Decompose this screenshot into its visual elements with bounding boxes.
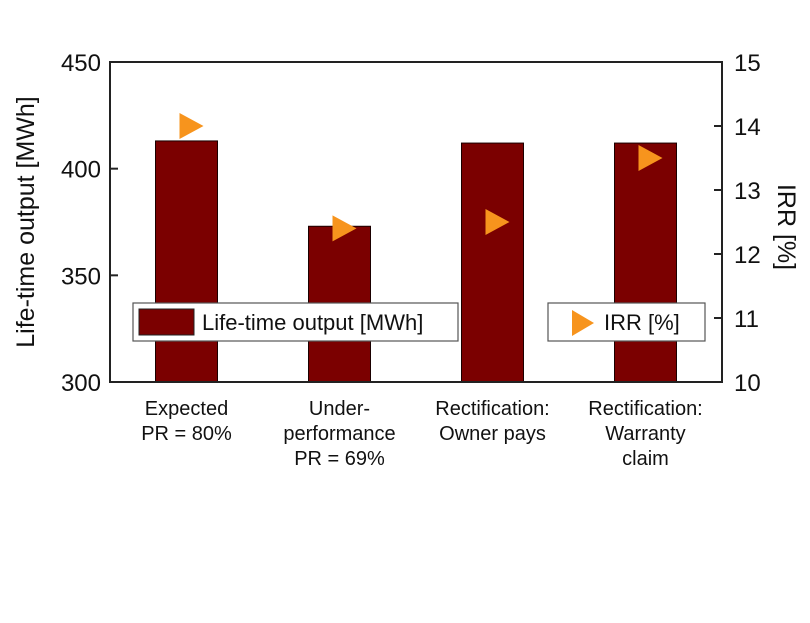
legend-irr-marker (572, 310, 594, 336)
right-axis-ticks: 10 11 12 13 14 15 (714, 50, 761, 397)
x-tick-label-line: PR = 69% (294, 448, 385, 470)
right-tick-label-1: 11 (734, 306, 759, 333)
x-tick-label-line: Expected (145, 398, 228, 420)
left-tick-label-2: 400 (61, 157, 101, 184)
x-tick-label-3: Rectification: Warranty claim (588, 398, 703, 470)
x-tick-label-line: performance (283, 423, 395, 445)
x-axis-category-labels: Expected PR = 80% Under-performance PR = 69… (141, 398, 703, 470)
x-tick-label-line: Warranty (605, 423, 685, 445)
legend-irr-label: IRR [%] (604, 310, 680, 335)
legend-irr: IRR [%] (547, 302, 706, 342)
right-tick-label-4: 14 (734, 114, 761, 141)
x-tick-label-line: PR = 80% (141, 423, 232, 445)
left-axis-ticks: 300 350 400 450 (61, 50, 118, 397)
x-tick-label-line: Rectification: (435, 398, 550, 420)
irr-marker-1 (332, 215, 357, 242)
x-tick-label-line: Owner pays (439, 423, 546, 445)
legend-bar: Life-time output [MWh] (132, 302, 459, 342)
irr-marker-0 (179, 113, 204, 139)
right-tick-label-2: 12 (734, 242, 761, 269)
left-axis-label: Life-time output [MWh] (12, 96, 40, 347)
x-tick-label-2: Rectification: Owner pays (435, 398, 550, 445)
irr-marker-2 (485, 209, 510, 235)
right-tick-label-5: 15 (734, 50, 761, 77)
x-tick-label-line: claim (622, 448, 669, 470)
right-tick-label-3: 13 (734, 178, 761, 205)
legend-bar-label: Life-time output [MWh] (202, 310, 423, 335)
legend-bar-swatch (138, 308, 195, 336)
irr-markers-group (179, 113, 663, 242)
x-tick-label-0: Expected PR = 80% (141, 398, 232, 445)
irr-marker-3 (638, 145, 663, 171)
bars-group (155, 140, 677, 383)
left-tick-label-0: 300 (61, 370, 101, 397)
right-axis-label: IRR [%] (772, 184, 800, 270)
left-tick-label-3: 450 (61, 50, 101, 77)
right-tick-label-0: 10 (734, 370, 761, 397)
x-tick-label-line: Under- (309, 398, 370, 420)
left-tick-label-1: 350 (61, 263, 101, 290)
bar-0 (155, 140, 218, 383)
x-tick-label-line: Rectification: (588, 398, 703, 420)
x-tick-label-1: Under-performance PR = 69% (283, 398, 395, 470)
bar-2 (461, 142, 524, 383)
bar-3 (614, 142, 677, 383)
plot-area-frame (109, 61, 723, 383)
